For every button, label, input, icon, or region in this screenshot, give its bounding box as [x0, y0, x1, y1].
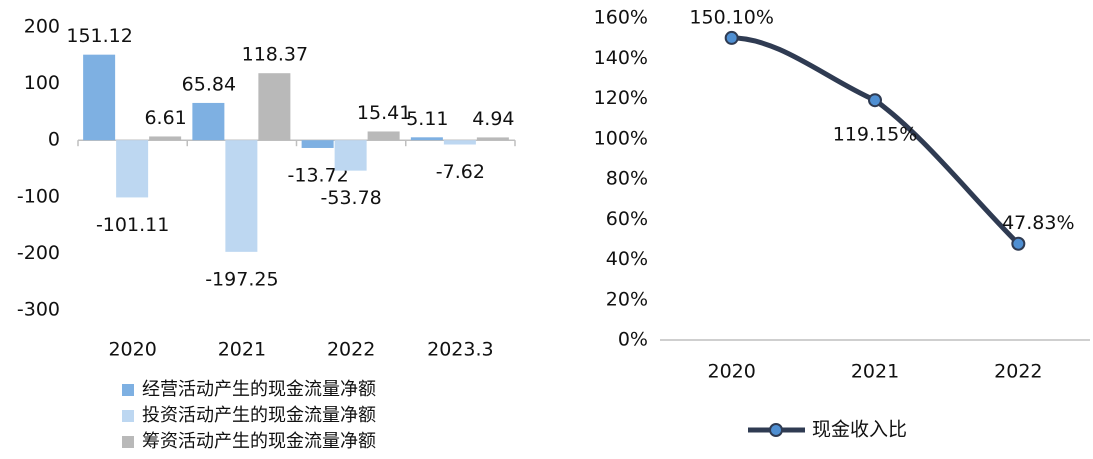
bar [149, 136, 182, 141]
x-tick-label: 2023.3 [427, 339, 493, 361]
x-tick-label: 2021 [851, 361, 899, 383]
legend-swatch [122, 410, 134, 422]
x-tick-label: 2022 [994, 361, 1042, 383]
bar [476, 137, 509, 141]
data-label: 5.11 [406, 108, 448, 130]
point [868, 93, 882, 108]
y-tick-label: 200 [24, 16, 60, 38]
bar [258, 73, 291, 141]
data-label: -7.62 [436, 161, 485, 183]
legend-marker [769, 423, 783, 437]
data-label: -101.11 [96, 214, 169, 236]
bar [334, 140, 367, 171]
bar [225, 140, 258, 252]
legend-swatch [122, 436, 134, 448]
y-tick-label: 140% [594, 47, 648, 69]
data-label: 119.15% [833, 124, 918, 146]
legend-label: 筹资活动产生的现金流量净额 [142, 431, 376, 452]
data-label: 151.12 [66, 25, 132, 47]
legend-label: 投资活动产生的现金流量净额 [142, 405, 376, 426]
legend-label: 经营活动产生的现金流量净额 [142, 379, 376, 400]
data-label: -197.25 [205, 268, 278, 290]
data-label: -53.78 [321, 187, 382, 209]
y-tick-label: 0 [48, 129, 60, 151]
y-tick-label: 100% [594, 127, 648, 149]
data-label: 150.10% [689, 6, 774, 28]
y-tick-label: 20% [606, 288, 648, 310]
y-tick-label: 60% [606, 208, 648, 230]
y-tick-label: 40% [606, 248, 648, 270]
y-tick-label: 100 [24, 72, 60, 94]
y-tick-label: -100 [17, 185, 60, 207]
x-tick-label: 2021 [218, 339, 266, 361]
point [1011, 236, 1026, 251]
legend-label: 现金收入比 [812, 419, 907, 441]
bar [367, 131, 400, 141]
x-tick-label: 2020 [707, 361, 755, 383]
data-label: 118.37 [242, 44, 308, 66]
data-label: 15.41 [357, 102, 411, 124]
x-tick-label: 2022 [327, 339, 375, 361]
legend-swatch [122, 384, 134, 396]
data-label: -13.72 [288, 164, 349, 186]
x-tick-label: 2020 [108, 339, 156, 361]
y-tick-label: 0% [618, 329, 648, 351]
y-tick-label: 120% [594, 87, 648, 109]
bar [192, 102, 225, 141]
bar [410, 137, 443, 141]
bar [83, 54, 116, 141]
y-tick-label: -200 [17, 242, 60, 264]
y-tick-label: 80% [606, 168, 648, 190]
y-tick-label: -300 [17, 299, 60, 321]
y-tick-label: 160% [594, 7, 648, 29]
bar [301, 140, 334, 148]
bar [443, 140, 476, 145]
data-label: 65.84 [182, 73, 236, 95]
bar [116, 140, 149, 198]
data-label: 47.83% [1002, 212, 1074, 234]
point [724, 30, 739, 45]
data-label: 6.61 [144, 107, 186, 129]
data-label: 4.94 [472, 108, 514, 130]
